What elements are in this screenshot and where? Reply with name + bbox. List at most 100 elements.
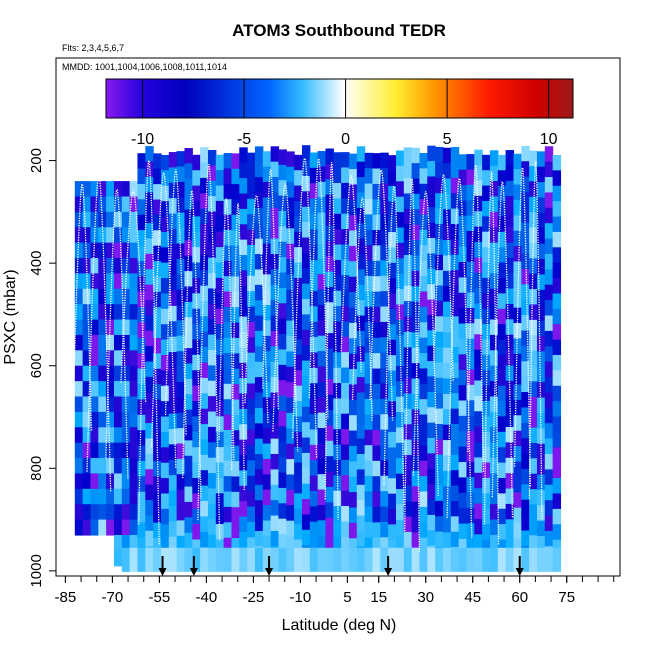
heatmap-cell xyxy=(294,154,303,171)
heatmap-cell xyxy=(458,477,468,494)
heatmap-cell xyxy=(301,222,311,239)
heatmap-cell xyxy=(160,216,170,233)
heatmap-cell xyxy=(113,488,123,505)
heatmap-cell xyxy=(286,489,295,506)
heatmap-cell xyxy=(160,493,170,510)
heatmap-cell xyxy=(129,334,139,351)
heatmap-cell xyxy=(521,530,530,547)
heatmap-cell xyxy=(286,351,295,368)
heatmap-cell xyxy=(536,443,546,460)
heatmap-cell xyxy=(239,393,248,410)
heatmap-cell xyxy=(544,315,554,332)
heatmap-cell xyxy=(552,308,562,325)
flight-profile xyxy=(182,190,202,499)
heatmap-cell xyxy=(192,401,201,417)
heatmap-cell xyxy=(98,319,107,336)
heatmap-cell xyxy=(317,151,327,168)
heatmap-cell xyxy=(239,208,248,225)
heatmap-cell xyxy=(482,339,491,356)
heatmap-cell xyxy=(411,532,421,549)
heatmap-cell xyxy=(544,515,554,532)
heatmap-cell xyxy=(160,185,170,202)
heatmap-cell xyxy=(106,365,115,382)
heatmap-cell xyxy=(121,396,131,413)
heatmap-cell xyxy=(270,547,280,572)
heatmap-cell xyxy=(207,519,217,536)
y-tick-label: 600 xyxy=(28,353,45,378)
heatmap-cell xyxy=(223,168,233,185)
heatmap-cell xyxy=(333,275,342,292)
heatmap-cell xyxy=(458,508,468,525)
heatmap-cell xyxy=(356,438,366,455)
flight-profile xyxy=(86,174,112,493)
heatmap-cell xyxy=(333,229,342,246)
heatmap-cell xyxy=(294,354,303,371)
heatmap-cell xyxy=(427,207,436,224)
heatmap-cell xyxy=(544,146,554,163)
heatmap-cell xyxy=(207,426,217,443)
heatmap-cell xyxy=(411,455,421,472)
heatmap-cell xyxy=(536,366,546,383)
heatmap-cell xyxy=(192,493,201,510)
heatmap-cell xyxy=(82,196,92,213)
heatmap-cell xyxy=(215,370,225,387)
heatmap-cell xyxy=(113,504,123,521)
heatmap-cell xyxy=(544,361,554,378)
heatmap-cell xyxy=(395,412,405,429)
heatmap-cell xyxy=(286,274,295,291)
heatmap-cell xyxy=(364,168,374,185)
heatmap-cell xyxy=(121,288,131,305)
heatmap-cell xyxy=(262,274,272,291)
heatmap-cell xyxy=(90,488,99,505)
heatmap-cell xyxy=(380,168,389,185)
heatmap-cell xyxy=(489,504,499,521)
heatmap-cell xyxy=(372,507,381,524)
heatmap-cell xyxy=(215,293,225,310)
heatmap-cell xyxy=(121,365,131,382)
heatmap-cell xyxy=(98,411,107,428)
heatmap-cell xyxy=(200,208,209,225)
heatmap-cell xyxy=(505,288,515,305)
heatmap-cell xyxy=(176,489,186,506)
heatmap-cell xyxy=(168,290,178,307)
heatmap-cell xyxy=(388,247,397,264)
heatmap-cell xyxy=(247,183,256,200)
heatmap-cell xyxy=(98,365,107,382)
flight-marker-arrow xyxy=(515,568,524,576)
heatmap-cell xyxy=(356,315,366,332)
heatmap-cell xyxy=(482,524,491,541)
heatmap-cell xyxy=(505,150,515,167)
heatmap-cell xyxy=(341,413,350,430)
heatmap-cell xyxy=(442,486,452,503)
heatmap-cell xyxy=(411,347,421,364)
heatmap-cell xyxy=(98,442,107,459)
heatmap-cell xyxy=(176,428,186,445)
heatmap-cell xyxy=(427,499,436,516)
heatmap-cell xyxy=(529,289,538,306)
heatmap-cell xyxy=(435,285,444,302)
heatmap-cell xyxy=(129,365,139,382)
heatmap-cell xyxy=(497,493,507,510)
heatmap-cell xyxy=(270,177,280,194)
heatmap-cell xyxy=(286,336,295,353)
heatmap-cell xyxy=(341,321,350,338)
heatmap-cell xyxy=(286,289,295,306)
heatmap-cell xyxy=(215,324,225,341)
heatmap-cell xyxy=(286,320,295,337)
heatmap-cell xyxy=(176,505,186,522)
heatmap-cell xyxy=(325,471,334,488)
heatmap-cell xyxy=(411,409,421,426)
heatmap-cell xyxy=(286,459,295,476)
heatmap-cell xyxy=(247,445,256,461)
heatmap-cell xyxy=(239,362,248,379)
heatmap-cell xyxy=(184,332,193,349)
heatmap-cell xyxy=(145,192,154,209)
heatmap-cell xyxy=(341,382,350,399)
heatmap-cell xyxy=(137,522,146,539)
heatmap-cell xyxy=(450,516,460,533)
heatmap-cell xyxy=(474,288,483,305)
heatmap-cell xyxy=(231,184,240,201)
heatmap-cell xyxy=(239,501,248,518)
heatmap-cell xyxy=(489,334,499,351)
heatmap-cell xyxy=(513,369,522,386)
